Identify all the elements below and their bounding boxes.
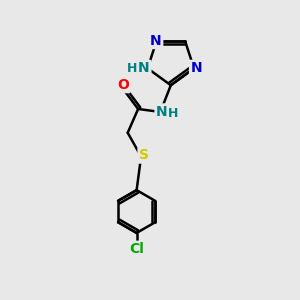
Text: H: H [168,107,178,120]
Text: N: N [156,105,168,119]
Text: Cl: Cl [129,242,144,256]
Text: S: S [139,148,149,162]
Text: N: N [138,61,150,75]
Text: N: N [190,61,202,75]
Text: H: H [127,62,137,75]
Text: O: O [117,78,129,92]
Text: N: N [150,34,162,47]
